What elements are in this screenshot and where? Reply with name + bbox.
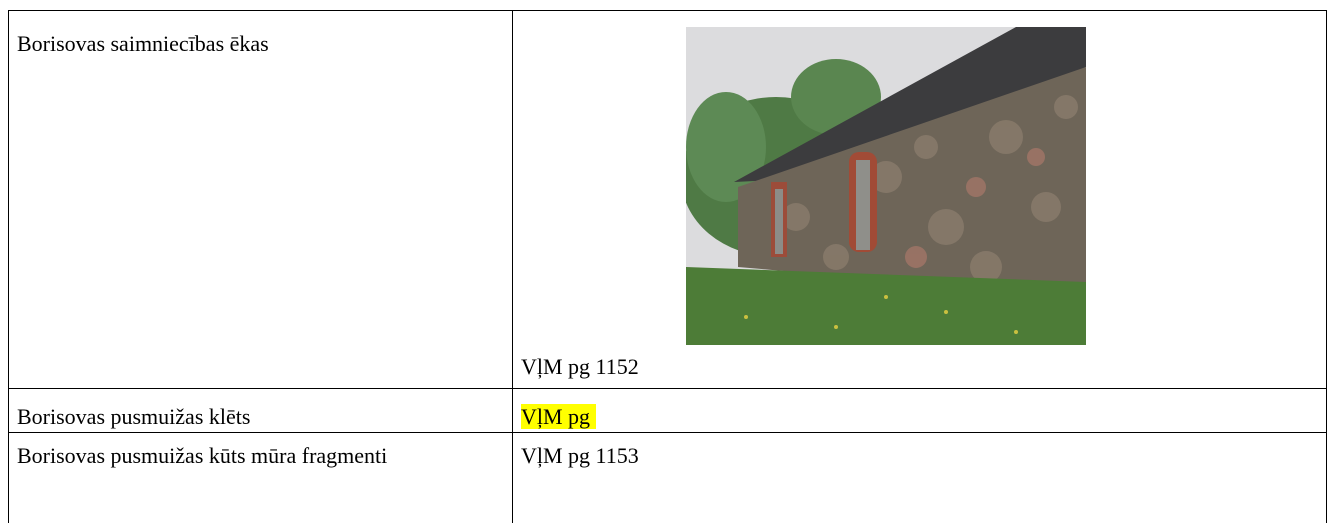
table-border-top <box>8 10 1327 11</box>
building-photo <box>686 27 1086 345</box>
cell-text: VļM pg <box>521 404 596 430</box>
table-border-left <box>8 10 9 523</box>
cell-text: Borisovas pusmuižas klēts <box>17 404 250 430</box>
row-divider <box>8 432 1327 433</box>
cell-text: VļM pg 1153 <box>521 443 639 469</box>
row-divider <box>8 388 1327 389</box>
table-border-middle <box>512 10 513 523</box>
document-page: Borisovas saimniecības ēkas VļM pg 1152 … <box>0 0 1327 523</box>
highlighted-text: VļM pg <box>521 404 596 429</box>
cell-text: Borisovas saimniecības ēkas <box>17 31 269 57</box>
cell-text: Borisovas pusmuižas kūts mūra fragmenti <box>17 440 504 472</box>
cell-text: VļM pg 1152 <box>521 354 639 380</box>
